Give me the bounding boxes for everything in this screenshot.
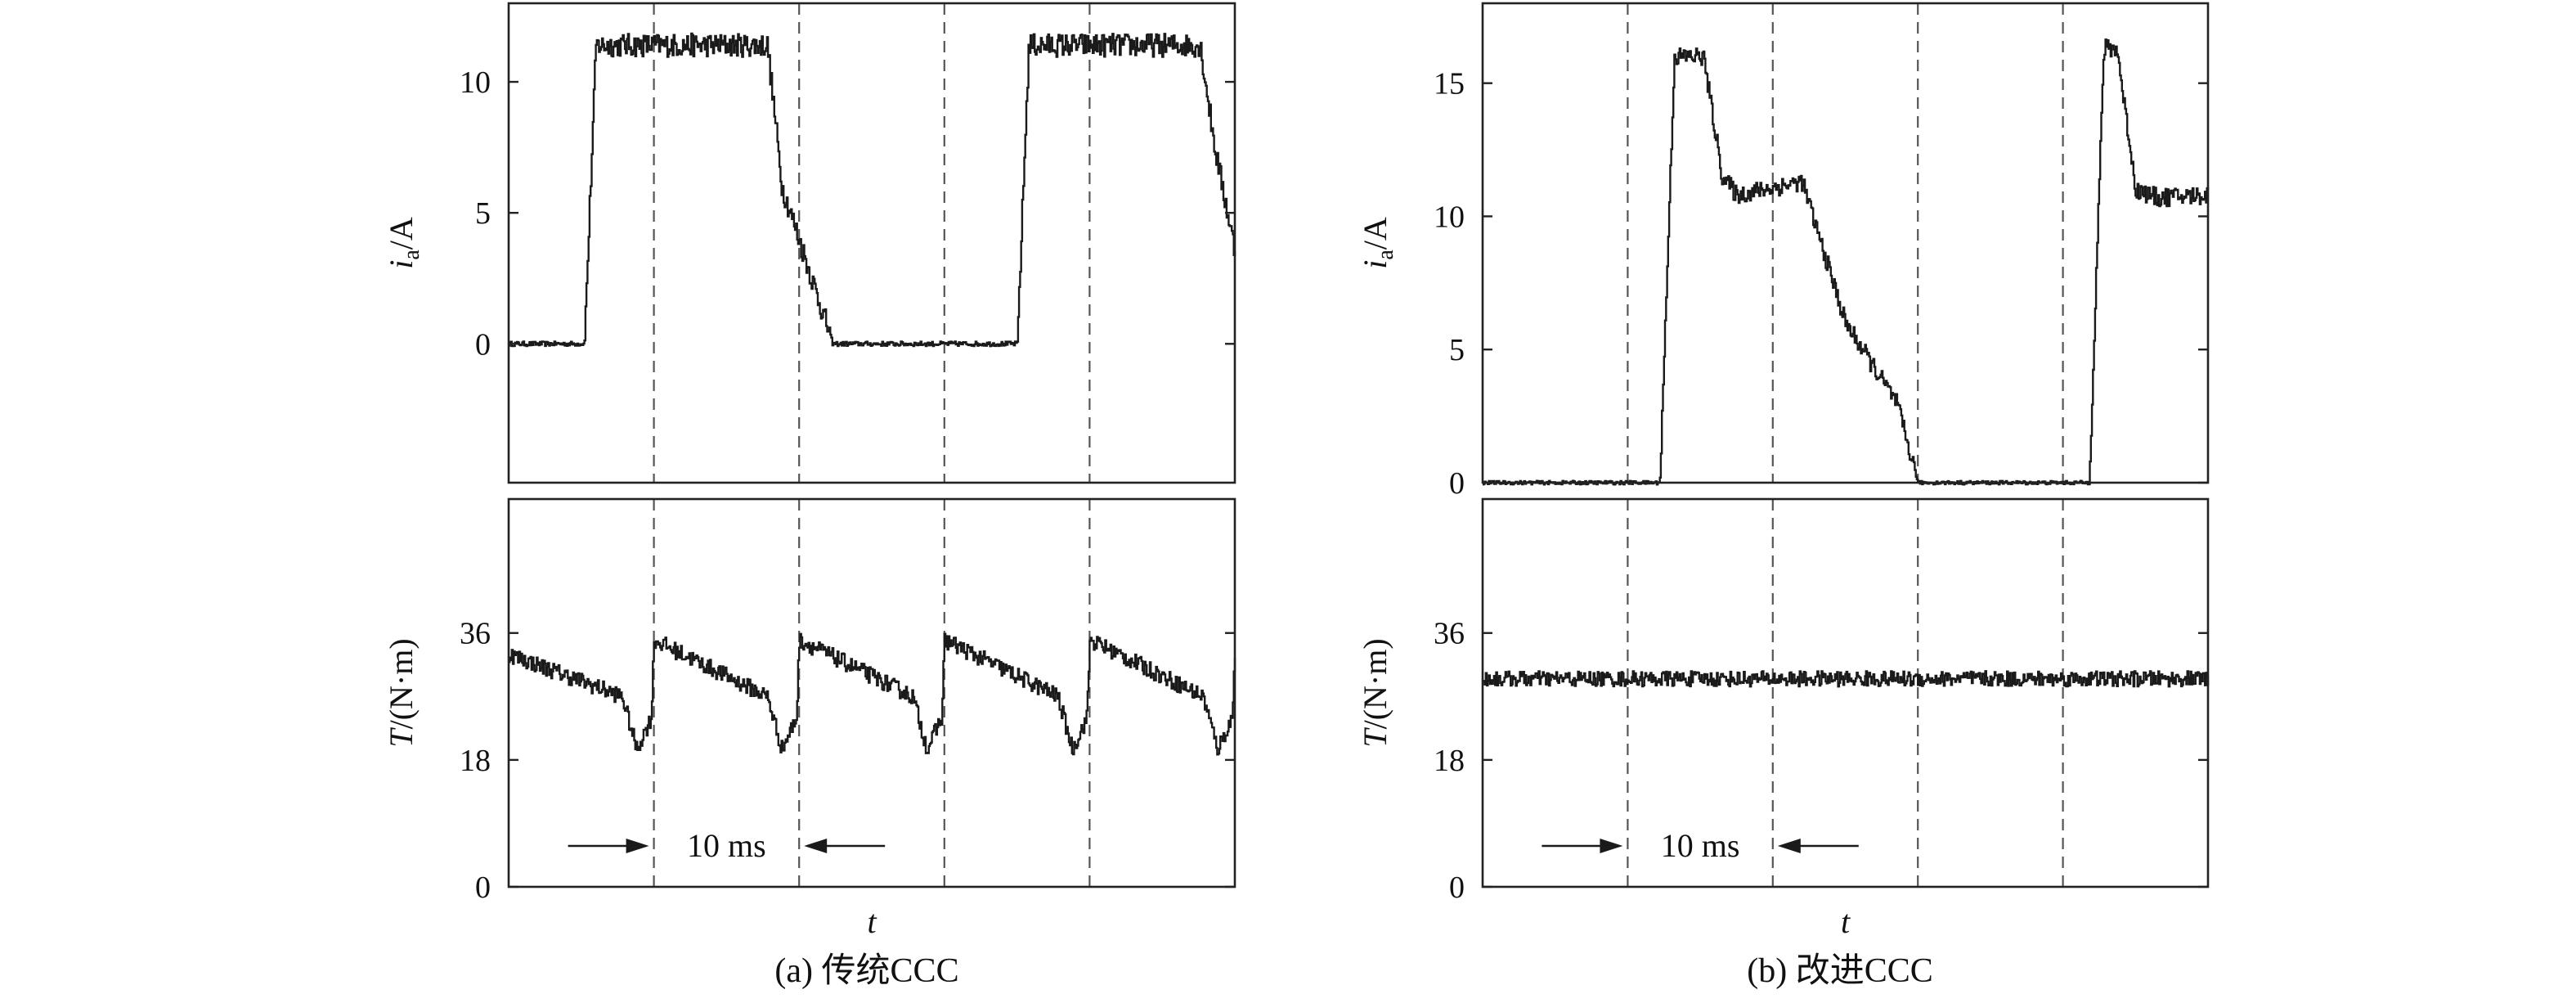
panel-a-torque-annot-label: 10 ms	[687, 827, 766, 864]
panel-b-current-ylabel-subscript: a	[1373, 250, 1398, 260]
panel-a-torque-plot: 0 18 36 T/(N·m) 10 ms	[383, 497, 1236, 905]
panel-a-current-frame	[507, 2, 1236, 484]
panel-a-current-ytick-label-10: 10	[460, 65, 491, 100]
panel-a-torque-annot-arrow-left-head	[626, 839, 649, 853]
panel-a-torque-ylabel: T/(N·m)	[383, 638, 420, 747]
panel-b-caption: (b) 改进CCC	[1747, 952, 1933, 990]
panel-a-torque-ytick-label-18: 18	[460, 744, 491, 778]
panel-b-current-plot: 0 5 10 15 ia/A	[1357, 2, 2210, 501]
panel-b-torque-plot: 0 18 36 T/(N·m) 10 ms	[1357, 497, 2210, 905]
panel-b-current-ylabel-symbol: i	[1357, 260, 1393, 269]
panel-b-torque-ylabel-unit: /(N·m)	[1357, 638, 1393, 729]
panel-a-current-ylabel-symbol: i	[383, 260, 420, 269]
panel-b-torque-ylabel: T/(N·m)	[1357, 638, 1393, 747]
panel-b-current-ylabel-unit: /A	[1357, 217, 1393, 250]
panel-b-torque-ytick-label-0: 0	[1449, 870, 1465, 905]
panel-b-xlabel: t	[1841, 903, 1851, 940]
panel-a-xlabel: t	[867, 903, 877, 940]
panel-b-group: 0 5 10 15 ia/A 0 18 36 T/(N·m) 10 ms t (b) 改进CCC	[1357, 2, 2210, 990]
panel-a-torque-trace	[509, 632, 1236, 756]
panel-b-torque-ytick-label-36: 36	[1434, 617, 1465, 651]
panel-b-current-ytick-label-0: 0	[1449, 466, 1465, 501]
panel-a-torque-ytick-label-0: 0	[475, 870, 491, 905]
panel-a-torque-ylabel-symbol: T	[383, 727, 420, 748]
panel-a-current-ylabel-subscript: a	[399, 250, 424, 260]
panel-a-caption: (a) 传统CCC	[774, 952, 958, 990]
panel-b-torque-annot-arrow-left-head	[1600, 839, 1623, 853]
panel-a-torque-ytick-label-36: 36	[460, 617, 491, 651]
panel-b-torque-annot-label-bg	[1635, 821, 1766, 862]
panel-a-torque-annot-arrow-right-head	[804, 839, 828, 853]
panel-a-current-plot: 0 5 10 ia/A	[383, 2, 1236, 484]
panel-b-torque-trace	[1483, 670, 2210, 688]
panel-b-current-ytick-label-10: 10	[1434, 200, 1465, 234]
panel-a-current-ylabel: ia/A	[383, 217, 424, 269]
panel-a-torque-frame	[507, 497, 1236, 888]
panel-b-current-ylabel: ia/A	[1357, 217, 1398, 269]
panel-a-current-ytick-label-5: 5	[475, 196, 491, 231]
panel-b-torque-ylabel-symbol: T	[1357, 727, 1393, 748]
panel-a-current-trace	[509, 32, 1236, 348]
panel-b-current-ytick-label-5: 5	[1449, 333, 1465, 367]
panel-b-current-ytick-label-15: 15	[1434, 67, 1465, 101]
panel-a-current-ytick-label-0: 0	[475, 327, 491, 362]
panel-b-torque-annot-label: 10 ms	[1661, 827, 1740, 864]
panel-a-current-ylabel-unit: /A	[383, 217, 420, 250]
panel-a-torque-annot-label-bg	[661, 821, 792, 862]
panel-b-torque-ytick-label-18: 18	[1434, 744, 1465, 778]
panel-b-torque-annot-arrow-right-head	[1777, 839, 1801, 853]
panel-a-group: 0 5 10 ia/A 0 18 36 T/(N·m) 10 ms t (a) 传统CCC	[383, 2, 1236, 990]
panel-a-torque-ylabel-unit: /(N·m)	[383, 638, 420, 729]
panel-b-current-frame	[1481, 2, 2210, 484]
panel-b-torque-frame	[1481, 497, 2210, 888]
